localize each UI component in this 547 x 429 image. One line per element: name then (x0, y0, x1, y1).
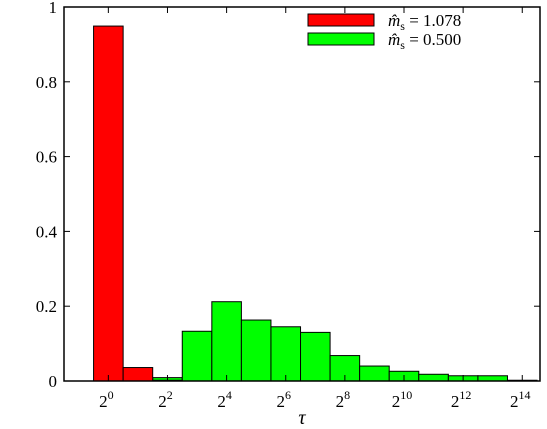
y-tick-label-1: 0.2 (36, 297, 57, 316)
x-tick-label-3: 26 (276, 388, 291, 411)
y-tick-label-3: 0.6 (36, 148, 57, 167)
plot-frame (63, 6, 541, 382)
x-tick-label-2: 24 (217, 388, 232, 411)
x-tick-label-1: 22 (158, 388, 173, 411)
x-tick-label-4: 28 (336, 388, 351, 411)
x-tick-label-7: 214 (510, 388, 531, 411)
x-tick-label-6: 212 (451, 388, 472, 411)
bar-series-2-bin-11 (418, 373, 449, 382)
bar-series-2-bin-4 (211, 301, 242, 382)
bar-series-2-bin-13 (477, 375, 508, 382)
bar-series-1-bin-0 (93, 25, 124, 382)
x-tick-label-5: 210 (392, 388, 413, 411)
y-tick-label-5: 1 (49, 0, 58, 17)
bar-series-2-bin-3 (181, 330, 213, 382)
bar-series-2-bin-5 (240, 319, 272, 382)
y-tick-label-4: 0.8 (36, 73, 57, 92)
bar-series-2-bin-6 (270, 326, 302, 382)
y-tick-label-0: 0 (49, 372, 58, 391)
legend-label-1: m̂s = 1.078 (388, 11, 461, 33)
bar-series-2-bin-7 (300, 331, 331, 382)
x-tick-label-0: 20 (99, 388, 114, 411)
y-axis: 0 0.2 0.4 0.6 0.8 1 (36, 0, 540, 391)
bars-layer (93, 25, 538, 382)
x-axis-label: τ (298, 407, 306, 429)
bar-series-2-bin-9 (359, 365, 390, 382)
legend-swatch-1 (307, 13, 375, 27)
bar-series-1-bin-1 (122, 367, 154, 382)
x-axis: 20 22 24 26 28 210 212 214 (99, 7, 531, 411)
y-tick-label-2: 0.4 (36, 222, 58, 241)
legend-swatch-2 (307, 32, 375, 46)
legend-label-2: m̂s = 0.500 (388, 30, 461, 52)
